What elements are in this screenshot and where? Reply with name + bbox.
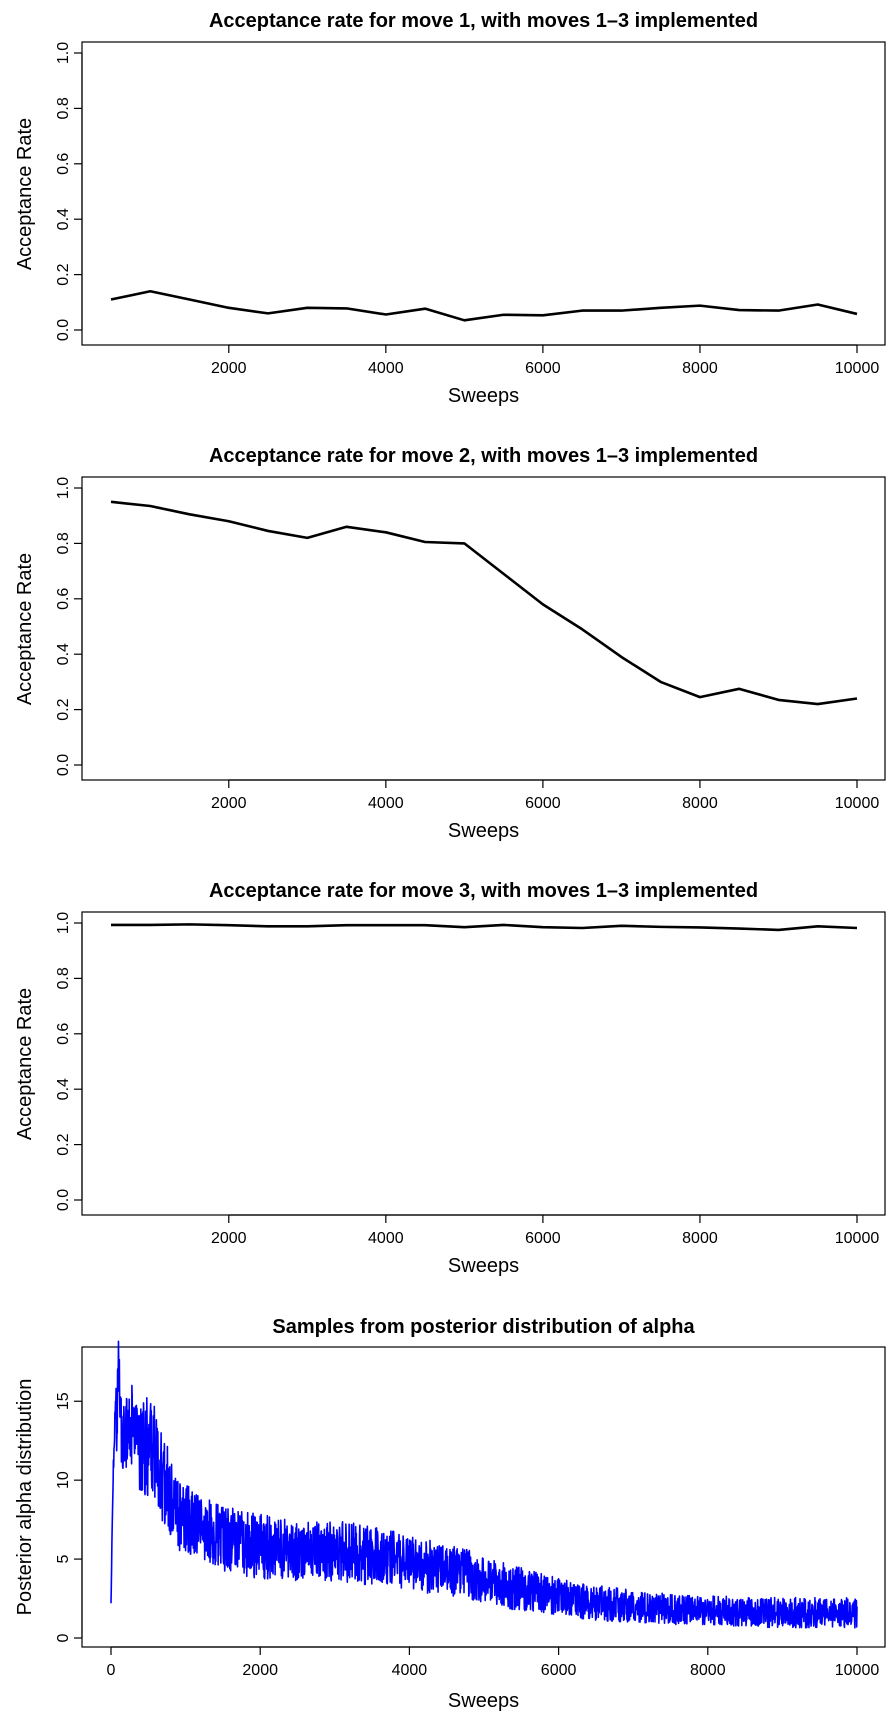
x-tick-label: 10000 (835, 1662, 880, 1679)
x-tick-label: 2000 (211, 360, 247, 377)
x-tick-label: 8000 (690, 1662, 726, 1679)
chart-title: Acceptance rate for move 1, with moves 1… (209, 10, 758, 32)
plot-frame (81, 41, 886, 346)
y-tick-label: 0.8 (55, 532, 72, 554)
y-tick-label: 0.4 (55, 208, 72, 230)
y-tick-label: 5 (55, 1555, 72, 1564)
y-tick-label: 0.6 (55, 153, 72, 175)
y-tick-label: 0.0 (55, 1189, 72, 1211)
y-tick-label: 0.2 (55, 1133, 72, 1155)
x-tick-label: 4000 (368, 795, 404, 812)
x-tick-label: 6000 (541, 1662, 577, 1679)
x-axis-title: Sweeps (448, 1690, 519, 1711)
x-axis-title: Sweeps (448, 1255, 519, 1277)
plot-frame (81, 476, 886, 781)
x-tick-label: 2000 (211, 1230, 247, 1247)
chart-title: Acceptance rate for move 2, with moves 1… (209, 445, 758, 467)
x-tick-label: 6000 (525, 795, 561, 812)
y-axis-title: Acceptance Rate (14, 988, 36, 1140)
x-tick-label: 4000 (368, 1230, 404, 1247)
y-tick-label: 0.8 (55, 97, 72, 119)
y-axis-title: Acceptance Rate (14, 118, 36, 270)
y-tick-label: 0.4 (55, 1078, 72, 1100)
x-tick-label: 10000 (835, 360, 880, 377)
x-tick-label: 8000 (682, 1230, 718, 1247)
y-tick-label: 0.6 (55, 1023, 72, 1045)
y-tick-label: 0.6 (55, 588, 72, 610)
series-line (110, 289, 858, 322)
x-tick-label: 10000 (835, 1230, 880, 1247)
x-tick-label: 10000 (835, 795, 880, 812)
y-tick-label: 0.2 (55, 698, 72, 720)
y-tick-label: 0.4 (55, 643, 72, 665)
y-tick-label: 1.0 (55, 912, 72, 934)
x-tick-label: 2000 (242, 1662, 278, 1679)
y-tick-label: 15 (55, 1392, 72, 1410)
series-line (111, 923, 858, 932)
plot-frame (81, 911, 886, 1216)
y-tick-label: 1.0 (55, 42, 72, 64)
x-tick-label: 6000 (525, 360, 561, 377)
chart-1: Acceptance rate for move 1, with moves 1… (14, 10, 886, 407)
y-tick-label: 0 (55, 1633, 72, 1642)
x-tick-label: 2000 (211, 795, 247, 812)
chart-title: Samples from posterior distribution of a… (272, 1316, 695, 1338)
x-tick-label: 4000 (392, 1662, 428, 1679)
y-tick-label: 0.2 (55, 263, 72, 285)
x-axis-title: Sweeps (448, 820, 519, 842)
x-tick-label: 8000 (682, 360, 718, 377)
x-axis-title: Sweeps (448, 385, 519, 407)
y-tick-label: 1.0 (55, 477, 72, 499)
x-tick-label: 6000 (525, 1230, 561, 1247)
x-tick-label: 0 (107, 1662, 116, 1679)
chart-2: Acceptance rate for move 2, with moves 1… (14, 445, 886, 842)
chart-4: Samples from posterior distribution of a… (14, 1316, 886, 1712)
y-tick-label: 0.0 (55, 319, 72, 341)
y-tick-label: 0.8 (55, 967, 72, 989)
y-axis-title: Acceptance Rate (14, 553, 36, 705)
x-tick-label: 4000 (368, 360, 404, 377)
y-tick-label: 10 (55, 1471, 72, 1489)
y-axis-title: Posterior alpha distribution (14, 1379, 36, 1616)
y-tick-label: 0.0 (55, 754, 72, 776)
chart-3: Acceptance rate for move 3, with moves 1… (14, 880, 886, 1277)
x-tick-label: 8000 (682, 795, 718, 812)
series-line (110, 1340, 858, 1629)
chart-title: Acceptance rate for move 3, with moves 1… (209, 880, 758, 902)
series-line (110, 500, 858, 706)
